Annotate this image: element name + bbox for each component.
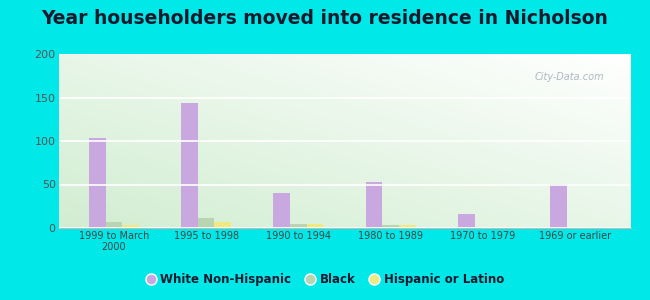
Bar xyxy=(458,214,474,228)
Bar xyxy=(551,184,567,228)
Text: Year householders moved into residence in Nicholson: Year householders moved into residence i… xyxy=(42,9,608,28)
Bar xyxy=(122,224,138,228)
Bar xyxy=(105,222,122,228)
Bar xyxy=(181,103,198,228)
Text: City-Data.com: City-Data.com xyxy=(535,72,604,82)
Legend: White Non-Hispanic, Black, Hispanic or Latino: White Non-Hispanic, Black, Hispanic or L… xyxy=(141,269,509,291)
Bar xyxy=(198,218,214,228)
Bar xyxy=(399,225,415,228)
Bar xyxy=(307,224,323,228)
Bar xyxy=(89,138,105,228)
Bar xyxy=(274,193,290,228)
Bar xyxy=(214,222,231,228)
Bar xyxy=(366,182,382,228)
Bar xyxy=(382,224,399,228)
Bar xyxy=(290,224,307,228)
